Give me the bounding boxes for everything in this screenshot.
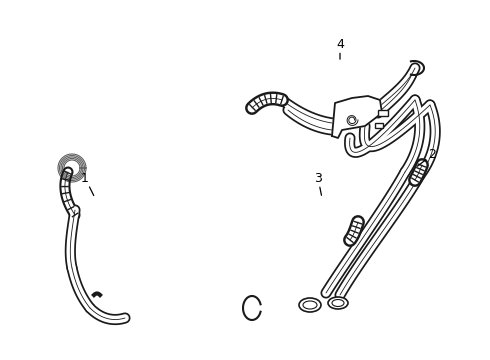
Ellipse shape xyxy=(332,300,344,306)
Ellipse shape xyxy=(303,301,317,309)
Text: 1: 1 xyxy=(81,171,94,195)
Bar xyxy=(375,123,383,128)
Text: 4: 4 xyxy=(336,37,344,59)
Ellipse shape xyxy=(328,297,348,309)
Polygon shape xyxy=(332,96,382,138)
Text: 2: 2 xyxy=(417,148,436,166)
Ellipse shape xyxy=(299,298,321,312)
Text: 3: 3 xyxy=(314,171,322,195)
Bar xyxy=(378,110,388,116)
